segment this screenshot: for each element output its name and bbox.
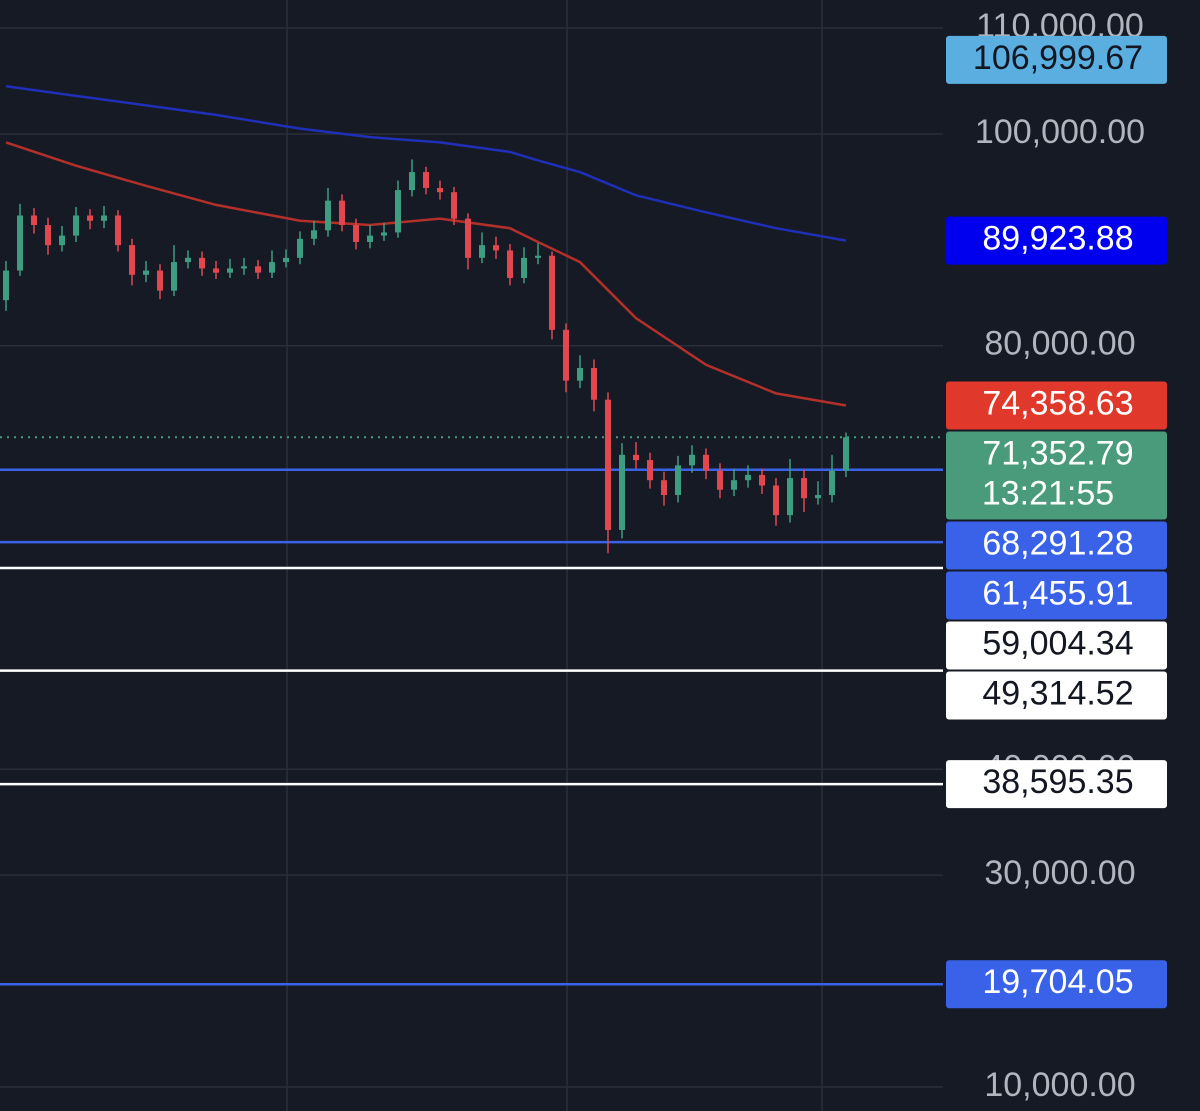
moving-average-line	[5, 141, 847, 407]
candle-body	[311, 230, 317, 239]
candle-body	[633, 454, 639, 461]
candle-body	[507, 250, 513, 278]
price-badge	[946, 571, 1167, 620]
candle-body	[381, 232, 387, 236]
price-badge-label: 106,999.67	[973, 39, 1143, 77]
price-badge-label: 89,923.88	[982, 220, 1133, 258]
candle-body	[465, 218, 471, 258]
candle-body	[339, 200, 345, 226]
candle-body	[549, 255, 555, 330]
candle-body	[283, 257, 289, 263]
candle-body	[59, 235, 65, 246]
candle-body	[395, 190, 401, 233]
y-tick-label: 10,000.00	[984, 1066, 1135, 1104]
price-badge	[946, 621, 1167, 670]
candle-body	[675, 465, 681, 496]
candle-body	[577, 367, 583, 381]
candle-body	[129, 245, 135, 275]
price-badge-label: 49,314.52	[982, 674, 1133, 712]
candle-body	[423, 172, 429, 188]
price-badge	[946, 960, 1167, 1009]
candle-body	[115, 215, 121, 246]
price-badge-label: 68,291.28	[982, 524, 1133, 562]
price-badge-label: 19,704.05	[982, 963, 1133, 1001]
candle-body	[563, 329, 569, 381]
candle-body	[591, 367, 597, 400]
candle-body	[227, 268, 233, 273]
candle-body	[703, 454, 709, 471]
candle-body	[619, 454, 625, 530]
price-badge-label: 38,595.35	[982, 763, 1133, 801]
candle-body	[759, 474, 765, 486]
candle-body	[241, 266, 247, 269]
price-badge-label: 59,004.34	[982, 624, 1133, 662]
candle-body	[479, 245, 485, 258]
vertical-grid	[286, 0, 823, 1111]
price-badge	[946, 35, 1167, 84]
candle-body	[367, 235, 373, 242]
candle-body	[535, 255, 541, 258]
candle-body	[647, 460, 653, 481]
price-badge-label: 61,455.91	[982, 574, 1133, 612]
price-badge	[946, 521, 1167, 570]
price-badge	[946, 671, 1167, 720]
candle-body	[255, 266, 261, 273]
candle-body	[87, 215, 93, 221]
candle-body	[451, 192, 457, 219]
candle-body	[269, 262, 275, 273]
price-badge-label: 74,358.63	[982, 384, 1133, 422]
candle-body	[199, 257, 205, 269]
moving-average-line	[5, 85, 847, 242]
y-tick-label: 100,000.00	[975, 113, 1145, 151]
candle-body	[185, 257, 191, 263]
candle-body	[605, 399, 611, 530]
candle-body	[815, 495, 821, 499]
candle-body	[745, 474, 751, 481]
candle-body	[493, 245, 499, 251]
candle-body	[31, 215, 37, 226]
candle-body	[773, 485, 779, 516]
candle-body	[73, 215, 79, 236]
candle-body	[661, 480, 667, 496]
candle-body	[409, 172, 415, 191]
price-badge	[946, 760, 1167, 809]
candle-body	[325, 200, 331, 231]
y-tick-label: 80,000.00	[984, 325, 1135, 363]
candle-body	[843, 437, 849, 471]
price-badge	[946, 431, 1167, 520]
price-badge	[946, 381, 1167, 430]
candle-body	[157, 270, 163, 291]
price-badge-label: 71,352.79	[982, 434, 1133, 472]
candle-body	[17, 215, 23, 271]
candle-body	[297, 238, 303, 258]
candle-body	[787, 478, 793, 516]
candle-body	[521, 257, 527, 278]
price-badge	[946, 216, 1167, 265]
candle-body	[829, 470, 835, 496]
candle-body	[3, 270, 9, 301]
candle-body	[731, 480, 737, 490]
candle-body	[717, 470, 723, 490]
candle-body	[101, 215, 107, 221]
candle-body	[801, 478, 807, 499]
candle-body	[437, 187, 443, 193]
candle-body	[143, 270, 149, 275]
candle-body	[689, 454, 695, 466]
candle-body	[171, 262, 177, 291]
candle-body	[45, 225, 51, 246]
candle-body	[353, 225, 359, 242]
candle-body	[213, 268, 219, 273]
y-tick-label: 30,000.00	[984, 854, 1135, 892]
countdown-label: 13:21:55	[982, 474, 1114, 512]
